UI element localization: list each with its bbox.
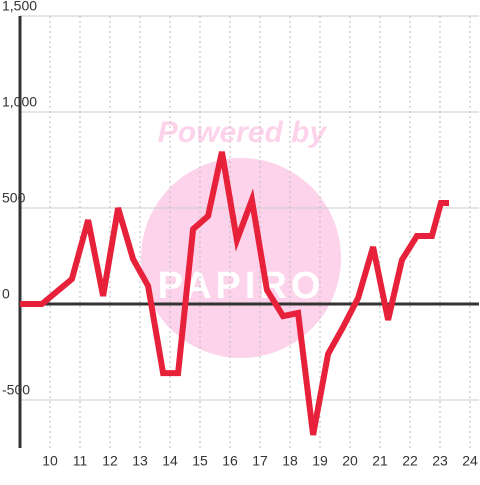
x-tick-label: 24 [462,453,478,469]
x-tick-label: 20 [342,453,358,469]
x-tick-label: 21 [372,453,388,469]
x-tick-label: 17 [252,453,268,469]
x-tick-label: 11 [73,453,88,469]
watermark-text: Powered by [158,116,328,149]
x-tick-label: 19 [312,453,328,469]
x-tick-label: 16 [222,453,238,469]
x-tick-label: 12 [102,453,118,469]
x-tick-label: 15 [192,453,208,469]
x-tick-label: 23 [432,453,448,469]
x-tick-label: 22 [402,453,418,469]
x-tick-label: 14 [162,453,178,469]
x-tick-label: 13 [132,453,148,469]
data-line [20,151,449,436]
y-tick-label: 1,500 [2,0,37,14]
watermark-circle [141,158,341,358]
x-tick-label: 10 [42,453,58,469]
y-tick-label: 500 [2,190,26,206]
x-tick-label: 18 [282,453,298,469]
watermark-logo: PAPIRO [158,265,325,307]
y-tick-label: 0 [2,286,10,302]
y-tick-label: -500 [2,382,30,398]
